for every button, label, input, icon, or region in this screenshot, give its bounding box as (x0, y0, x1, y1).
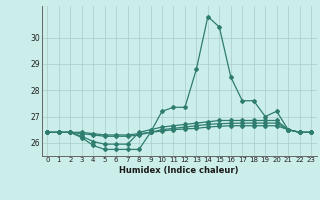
X-axis label: Humidex (Indice chaleur): Humidex (Indice chaleur) (119, 166, 239, 175)
